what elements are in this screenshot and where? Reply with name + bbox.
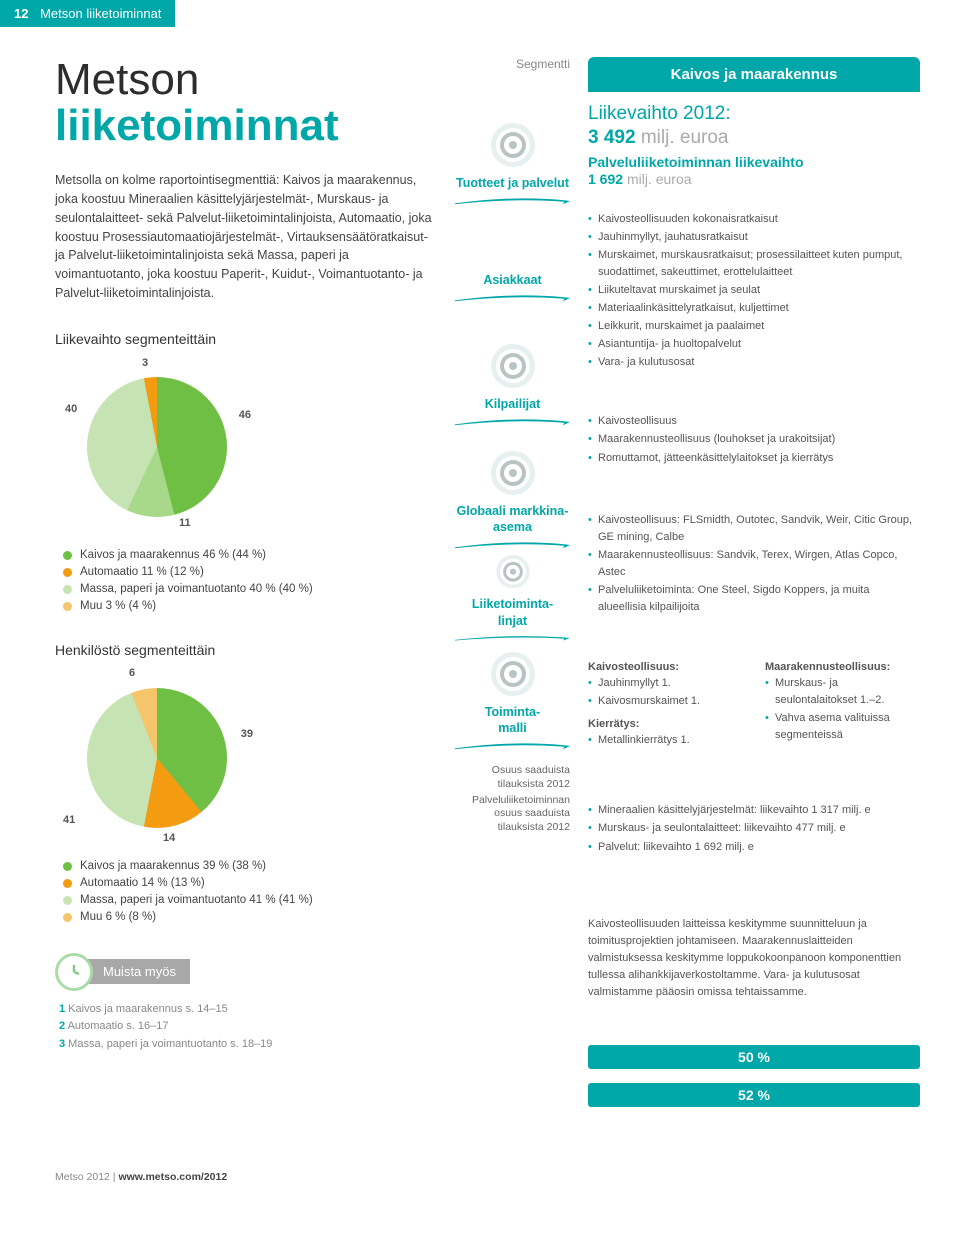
legend-dot-icon [63,585,72,594]
row-label-block: Liiketoiminta-linjat [455,555,570,641]
legend-item: Automaatio 11 % (12 %) [63,566,435,578]
segment-word: Segmentti [455,57,570,71]
pie2-title: Henkilöstö segmenteittäin [55,642,435,658]
revenue-main: Liikevaihto 2012: 3 492 milj. euroa [588,102,920,150]
pie1-chart: 3 46 11 40 [67,357,247,537]
row-label-block: Kilpailijat [455,325,570,445]
legend-item: Massa, paperi ja voimantuotanto 40 % (40… [63,583,435,595]
gear-icon [491,555,535,588]
legend-item: Automaatio 14 % (13 %) [63,877,435,889]
info-column: Kaivos ja maarakennus Liikevaihto 2012: … [588,57,920,1117]
gear-icon [491,451,535,495]
row-labels-column: Segmentti Tuotteet ja palvelutAsiakkaatK… [455,57,570,1117]
row-label-block: Toiminta-malli [455,641,570,761]
revenue-services: Palveluliiketoiminnan liikevaihto 1 692 … [588,154,920,189]
pct-label: Osuus saaduista tilauksista 2012 [455,761,570,795]
row-label-block: Tuotteet ja palvelut [455,79,570,249]
remember-box: Muista myös [55,953,435,991]
info-block: Kaivosteollisuus: FLSmidth, Outotec, San… [588,505,920,625]
page-header-tab: 12 Metson liiketoiminnat [0,0,175,27]
legend-dot-icon [63,913,72,922]
info-block: Kaivosteollisuuden laitteissa keskitymme… [588,899,920,1019]
pie2-chart: 6 39 14 41 [67,668,247,848]
page-title: Metson liiketoiminnat [55,57,435,149]
legend-item: Muu 6 % (8 %) [63,911,435,923]
intro-paragraph: Metsolla on kolme raportointisegmenttiä:… [55,171,435,302]
reference-item: 1 Kaivos ja maarakennus s. 14–15 [59,1001,435,1019]
pct-bar: 52 % [588,1083,920,1107]
page-footer: Metso 2012 | www.metso.com/2012 [0,1137,960,1199]
swoosh-icon [455,742,570,750]
legend-dot-icon [63,602,72,611]
page-number: 12 [14,6,28,21]
remember-title: Muista myös [85,959,190,984]
swoosh-icon [455,541,570,549]
swoosh-icon [455,635,570,641]
pie1-title: Liikevaihto segmenteittäin [55,331,435,347]
segment-badge: Kaivos ja maarakennus [588,57,920,92]
pct-bar: 50 % [588,1045,920,1069]
gear-icon [491,123,535,167]
legend-dot-icon [63,551,72,560]
gear-icon [491,344,535,388]
reference-item: 3 Massa, paperi ja voimantuotanto s. 18–… [59,1036,435,1054]
swoosh-icon [455,418,570,426]
clock-icon [55,953,93,991]
row-label-block: Asiakkaat [455,249,570,325]
info-block: Kaivosteollisuuden kokonaisratkaisutJauh… [588,207,920,377]
gear-icon [491,652,535,696]
legend-dot-icon [63,568,72,577]
legend-dot-icon [63,879,72,888]
info-block: Kaivosteollisuus:Jauhinmyllyt 1.Kaivosmu… [588,651,920,761]
info-block: Mineraalien käsittelyjärjestelmät: liike… [588,787,920,873]
row-label-block: Globaali markkina-asema [455,445,570,555]
reference-item: 2 Automaatio s. 16–17 [59,1018,435,1036]
legend-item: Massa, paperi ja voimantuotanto 41 % (41… [63,894,435,906]
left-column: Metson liiketoiminnat Metsolla on kolme … [55,57,435,1117]
reference-list: 1 Kaivos ja maarakennus s. 14–152 Automa… [59,1001,435,1054]
legend-item: Muu 3 % (4 %) [63,600,435,612]
right-column: Segmentti Tuotteet ja palvelutAsiakkaatK… [455,57,920,1117]
pie2-legend: Kaivos ja maarakennus 39 % (38 %) Automaa… [63,860,435,923]
swoosh-icon [455,294,570,302]
legend-item: Kaivos ja maarakennus 39 % (38 %) [63,860,435,872]
section-name: Metson liiketoiminnat [40,6,161,21]
info-block: KaivosteollisuusMaarakennusteollisuus (l… [588,403,920,479]
pct-label: Palveluliiketoiminnan osuus saaduista ti… [455,797,570,831]
pie1-legend: Kaivos ja maarakennus 46 % (44 %) Automaa… [63,549,435,612]
swoosh-icon [455,197,570,205]
legend-dot-icon [63,862,72,871]
legend-item: Kaivos ja maarakennus 46 % (44 %) [63,549,435,561]
legend-dot-icon [63,896,72,905]
